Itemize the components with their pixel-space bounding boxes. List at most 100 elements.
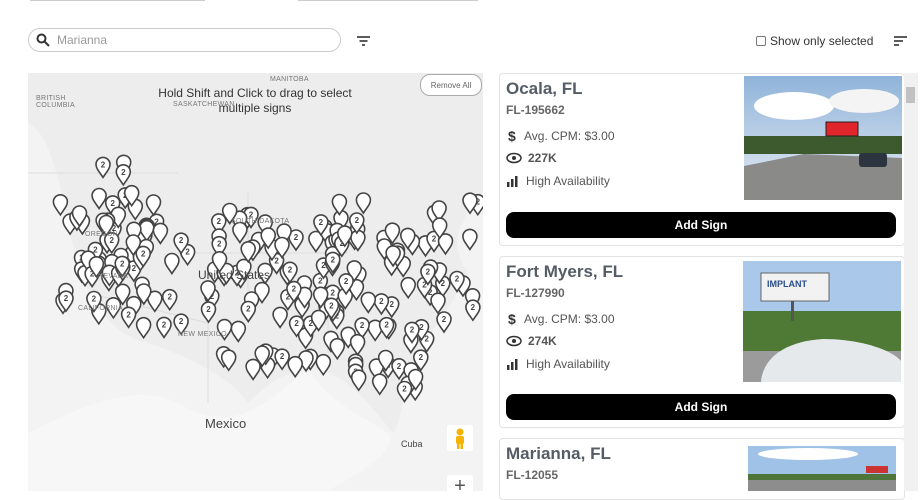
map-pin[interactable]: 2 [404,321,420,344]
pegman-button[interactable] [447,425,473,451]
map-pin[interactable] [211,251,228,274]
map-pin[interactable] [88,256,105,279]
map-pin[interactable]: 2 [103,232,120,255]
map-pin[interactable]: 2 [354,317,370,340]
map-pin[interactable] [220,349,237,372]
map-pin[interactable]: 2 [282,261,298,284]
map-pin[interactable] [276,223,292,246]
map-pin[interactable] [399,227,416,250]
map-pin[interactable] [287,355,304,379]
map-pin[interactable] [145,194,162,217]
map-pin[interactable]: 2 [173,313,189,336]
map-pin[interactable]: 2 [211,235,227,259]
map-pin[interactable]: 2 [200,301,217,324]
map-pin[interactable] [139,219,155,243]
map-pin[interactable] [462,192,478,215]
map-pin[interactable]: 2 [161,288,178,312]
sort-icon[interactable] [893,35,908,47]
filter-icon[interactable] [356,35,371,47]
scroll-thumb[interactable] [906,87,915,103]
map-pin[interactable] [384,222,401,245]
map-pin[interactable] [407,368,424,392]
map-pin[interactable] [230,320,247,343]
map-pin[interactable] [346,260,363,283]
map-pin[interactable] [462,228,478,251]
map-pin[interactable] [348,278,365,302]
map-pin[interactable]: 2 [120,306,137,329]
map-pin[interactable]: 2 [396,380,413,403]
map-pin[interactable]: 2 [338,273,354,296]
map-pin[interactable] [254,345,270,368]
map-pin[interactable] [385,245,401,268]
map-pin[interactable] [231,210,248,233]
map-pin[interactable] [329,337,346,361]
map-pin[interactable] [431,200,447,223]
map-pin[interactable] [367,319,384,342]
map-pin[interactable] [52,194,69,217]
map-pin[interactable] [274,236,290,259]
map-pin[interactable] [114,283,131,306]
map-pin[interactable] [98,214,114,237]
map-pin[interactable]: 2 [240,300,257,323]
map-pin[interactable]: 2 [288,315,305,338]
map-pin[interactable] [135,316,152,340]
map-pin[interactable] [245,358,261,381]
checkbox[interactable] [756,36,766,46]
map-pin[interactable] [71,205,88,228]
map-pin[interactable]: 2 [420,263,436,286]
map-pin[interactable]: 2 [436,311,452,334]
map-pin[interactable] [164,252,180,275]
map-pin[interactable] [240,241,256,264]
zoom-in[interactable]: + [447,475,473,491]
map-pin[interactable] [152,222,169,245]
map-pin[interactable]: 2 [324,251,341,274]
map-pin[interactable] [218,262,235,285]
remove-all-button[interactable]: Remove All [420,74,482,96]
map-pin[interactable] [272,306,288,329]
map-pin[interactable] [200,280,216,303]
map-pin[interactable] [349,333,366,357]
map-pin[interactable]: 2 [412,349,429,372]
map-pin[interactable]: 2 [211,213,227,236]
map-pin[interactable] [315,353,332,377]
map-pin[interactable]: 2 [86,290,102,313]
map-pin[interactable]: 2 [348,212,365,235]
add-sign-button[interactable]: Add Sign [506,394,896,420]
map-pin[interactable]: 2 [378,316,395,340]
map-pin[interactable] [221,202,238,225]
map-pin[interactable] [331,193,348,216]
map-pin[interactable]: 2 [465,299,481,322]
map-pin[interactable]: 2 [274,348,290,371]
map-pin[interactable] [296,286,313,309]
map-pin[interactable]: 2 [173,232,189,255]
map-pin[interactable] [136,283,152,306]
map-pin[interactable]: 2 [114,255,130,278]
map-pin[interactable] [257,214,273,237]
map-pin[interactable]: 2 [135,245,151,268]
map-pin[interactable] [360,291,377,314]
map-pin[interactable] [336,225,353,248]
map-pin[interactable]: 2 [313,214,329,237]
map-pin[interactable] [236,258,252,281]
map-pin[interactable] [430,292,446,315]
add-sign-button[interactable]: Add Sign [506,212,896,238]
map-pin[interactable]: 2 [286,280,302,304]
map-pin[interactable] [216,318,233,342]
map-pin[interactable]: 2 [323,297,340,320]
map-pin[interactable] [310,309,327,332]
map-pin[interactable] [232,221,248,244]
map-pin[interactable]: 2 [288,229,304,252]
map-pin[interactable]: 2 [95,156,111,179]
map-pin[interactable] [400,276,417,300]
map-pin[interactable]: 2 [58,290,74,313]
map-pin[interactable] [126,221,142,244]
map-pin[interactable] [431,217,448,240]
map-pin[interactable] [464,288,481,311]
search-box[interactable]: Marianna [28,28,341,52]
map-pin[interactable] [91,187,107,210]
map-pin[interactable] [371,373,388,396]
map-pin[interactable]: 2 [373,293,390,316]
map-pin[interactable] [105,297,122,320]
map-pin[interactable]: 2 [449,270,465,293]
